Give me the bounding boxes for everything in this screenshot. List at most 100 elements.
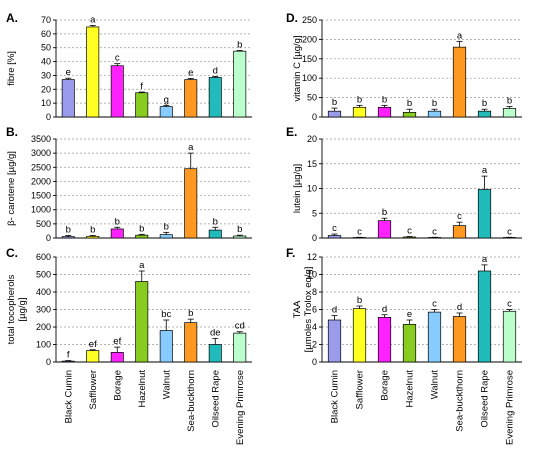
y-tick-label: 10 <box>307 184 317 194</box>
bar <box>233 332 247 363</box>
data-label: c <box>507 299 512 310</box>
panel-letter: F. <box>286 246 295 260</box>
data-label: g <box>164 94 169 105</box>
data-label: b <box>382 94 387 105</box>
data-label: b <box>237 224 242 235</box>
data-label: b <box>237 39 242 50</box>
bar <box>477 189 492 239</box>
x-tick-label: Borage <box>112 370 123 401</box>
x-tick-label: Sea-buckthorn <box>455 370 466 432</box>
bar <box>110 352 124 363</box>
data-label: d <box>457 302 462 313</box>
bar <box>377 220 392 239</box>
y-tick-label: 20 <box>307 134 317 144</box>
bar <box>452 225 467 239</box>
y-tick-label: 6 <box>312 305 317 315</box>
bar <box>110 65 124 118</box>
y-tick-label: 0 <box>312 357 317 367</box>
x-tick-label: Oilseed Rape <box>210 370 221 428</box>
y-tick-label: 40 <box>41 57 51 67</box>
bar <box>452 316 467 363</box>
bar <box>427 311 442 363</box>
x-tick-label: Safflower <box>88 370 99 409</box>
data-label: b <box>382 207 387 218</box>
bar <box>402 324 417 363</box>
y-axis-title-line: [µmoles Trolox eq/g] <box>303 267 314 353</box>
y-tick-label: 3000 <box>31 148 51 158</box>
x-tick-label: Borage <box>380 370 391 401</box>
y-tick-label: 70 <box>41 15 51 25</box>
bar <box>135 281 149 363</box>
y-tick-label: 600 <box>36 252 51 262</box>
bar <box>208 229 222 239</box>
bar <box>452 46 467 118</box>
data-label: c <box>407 226 412 237</box>
y-tick-label: 8 <box>312 287 317 297</box>
y-tick-label: 20 <box>41 84 51 94</box>
bar <box>86 26 100 118</box>
bar <box>233 235 247 239</box>
y-axis-title-line: total tocopherols <box>6 274 17 344</box>
data-label: b <box>407 98 412 109</box>
data-label: ef <box>89 339 97 350</box>
x-tick-label: Walnut <box>161 370 172 400</box>
chart-panel-3: C. 0 100 200 300 400 500 600 total tocopherols[µ… <box>6 246 252 445</box>
x-tick-label: Safflower <box>355 370 366 409</box>
y-tick-label: 2 <box>312 340 317 350</box>
bar <box>352 106 367 118</box>
data-label: c <box>115 53 120 64</box>
bar <box>377 317 392 363</box>
y-axis-title: vitamin C [µg/g] <box>292 35 303 101</box>
data-label: a <box>139 260 145 271</box>
bar <box>477 110 492 118</box>
x-tick-label: Sea-buckthorn <box>186 370 197 432</box>
y-tick-label: 0 <box>312 233 317 243</box>
y-axis-title: fibre [%] <box>6 51 17 86</box>
y-tick-label: 200 <box>36 322 51 332</box>
y-tick-label: 0 <box>312 112 317 122</box>
bar <box>502 310 517 363</box>
y-tick-label: 100 <box>302 73 317 83</box>
data-label: a <box>482 254 488 265</box>
y-tick-label: 3500 <box>31 134 51 144</box>
y-tick-label: 300 <box>36 305 51 315</box>
data-label: d <box>332 305 337 316</box>
data-label: a <box>90 15 96 26</box>
y-tick-label: 500 <box>36 270 51 280</box>
data-label: b <box>507 96 512 107</box>
y-tick-label: 50 <box>41 43 51 53</box>
data-label: b <box>188 308 193 319</box>
y-tick-label: 0 <box>46 357 51 367</box>
y-tick-label: 30 <box>41 70 51 80</box>
bar <box>135 92 149 118</box>
chart-panel-5: E. 0 5 10 15 20 lutein [µg/g] c c b c c c a c <box>286 125 522 243</box>
data-label: e <box>66 67 71 78</box>
panel-letter: B. <box>6 125 18 139</box>
data-label: cd <box>235 321 245 332</box>
data-label: b <box>164 221 169 232</box>
bar <box>208 77 222 118</box>
y-tick-label: 10 <box>307 270 317 280</box>
bar <box>327 319 342 363</box>
y-tick-label: 50 <box>307 93 317 103</box>
y-tick-label: 0 <box>46 233 51 243</box>
y-tick-label: 500 <box>36 219 51 229</box>
bar <box>502 108 517 118</box>
panel-letter: E. <box>286 125 297 139</box>
bar <box>477 270 492 363</box>
data-label: bc <box>161 309 171 320</box>
x-tick-label: Evening Primrose <box>235 370 246 445</box>
bar <box>61 360 75 363</box>
data-label: ef <box>113 336 121 347</box>
chart-panel-1: A. 0 10 20 30 40 50 60 70 fibre [%] e a c f g e d b <box>6 11 252 122</box>
y-axis-title: total tocopherols[µg/g] <box>6 274 28 344</box>
data-label: b <box>90 224 95 235</box>
chart-panel-4: D. 0 50 100 150 200 250 vitamin C [µg/g] b b b b b a b… <box>286 11 522 122</box>
y-tick-label: 400 <box>36 287 51 297</box>
bar <box>159 106 173 118</box>
y-tick-label: 2500 <box>31 162 51 172</box>
bar <box>86 350 100 363</box>
bar <box>327 235 342 239</box>
data-label: c <box>507 226 512 237</box>
